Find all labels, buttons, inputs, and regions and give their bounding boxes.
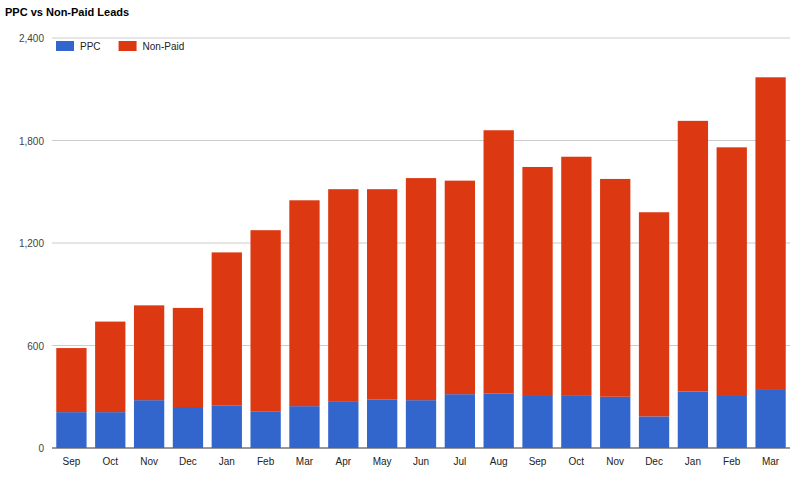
bar	[561, 396, 591, 448]
x-tick-label: Mar	[296, 456, 314, 467]
x-tick-label: Nov	[140, 456, 158, 467]
x-tick-label: Jun	[413, 456, 429, 467]
grid	[52, 38, 790, 448]
bar	[678, 392, 708, 448]
x-tick-label: Mar	[762, 456, 780, 467]
y-tick-label: 1,200	[19, 238, 44, 249]
bar	[717, 395, 747, 448]
bar	[406, 400, 436, 448]
x-tick-label: Sep	[63, 456, 81, 467]
bar	[406, 178, 436, 400]
bar	[600, 397, 630, 448]
y-tick-label: 2,400	[19, 33, 44, 44]
x-tick-label: Jan	[219, 456, 235, 467]
bar	[250, 411, 280, 448]
x-tick-label: Aug	[490, 456, 508, 467]
x-tick-label: Dec	[179, 456, 197, 467]
bar	[639, 212, 669, 416]
bar	[289, 406, 319, 448]
bar	[678, 121, 708, 392]
x-tick-label: Feb	[723, 456, 741, 467]
x-tick-label: Oct	[102, 456, 118, 467]
bar	[484, 130, 514, 393]
bar	[522, 395, 552, 448]
x-tick-label: Sep	[529, 456, 547, 467]
bar	[95, 322, 125, 413]
bar	[445, 181, 475, 395]
bar	[95, 412, 125, 448]
legend-label: PPC	[80, 41, 101, 52]
legend-swatch	[56, 41, 74, 51]
bar	[639, 416, 669, 448]
bar	[56, 348, 86, 412]
bar	[484, 393, 514, 448]
bar	[600, 179, 630, 397]
bar	[561, 157, 591, 396]
bar	[328, 189, 358, 402]
bar	[173, 308, 203, 407]
chart: PPC vs Non-Paid Leads 0 600 1,200 1,800 2,400…	[0, 0, 800, 495]
bar	[755, 389, 785, 448]
x-tick-label: Jul	[453, 456, 466, 467]
bar	[445, 394, 475, 448]
bar	[56, 412, 86, 448]
grid-line	[52, 38, 790, 39]
bar	[212, 405, 242, 448]
y-tick-label: 600	[27, 341, 44, 352]
x-tick-label: May	[373, 456, 392, 467]
x-tick-label: Dec	[645, 456, 663, 467]
bar	[367, 399, 397, 448]
bars	[56, 77, 785, 448]
x-tick-label: Nov	[606, 456, 624, 467]
legend-label: Non-Paid	[143, 41, 185, 52]
bar	[134, 400, 164, 448]
bar	[717, 147, 747, 395]
bar	[755, 77, 785, 389]
legend: PPC Non-Paid	[56, 41, 184, 52]
x-tick-label: Apr	[336, 456, 352, 467]
title: PPC vs Non-Paid Leads	[5, 6, 129, 18]
y-tick-label: 0	[38, 443, 44, 454]
legend-swatch	[119, 41, 137, 51]
bar	[173, 407, 203, 448]
x-tick-label: Feb	[257, 456, 275, 467]
y-tick-label: 1,800	[19, 136, 44, 147]
bar	[250, 230, 280, 411]
bar	[522, 167, 552, 395]
bar	[212, 252, 242, 405]
bar	[289, 200, 319, 406]
bar	[134, 305, 164, 400]
x-tick-label: Oct	[569, 456, 585, 467]
bar	[328, 402, 358, 448]
bar	[367, 189, 397, 399]
x-tick-label: Jan	[685, 456, 701, 467]
